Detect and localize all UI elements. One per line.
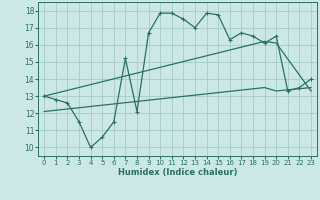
X-axis label: Humidex (Indice chaleur): Humidex (Indice chaleur) bbox=[118, 168, 237, 177]
